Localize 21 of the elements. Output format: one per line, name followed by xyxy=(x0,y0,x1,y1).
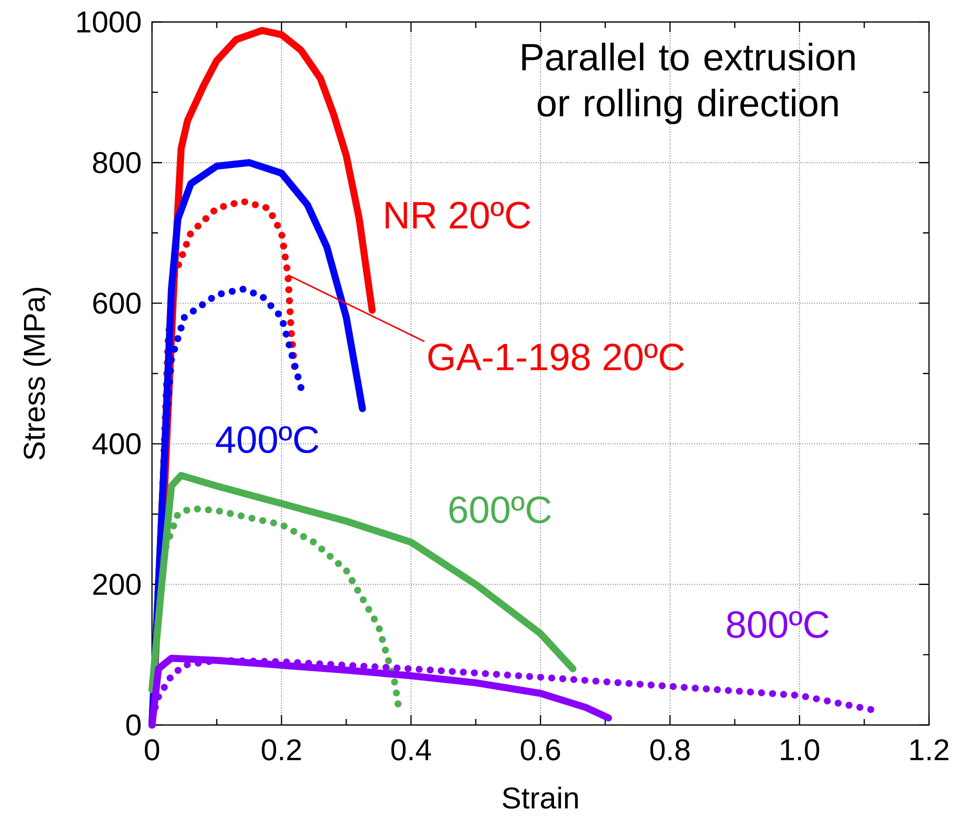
series-label: NR 20ºC xyxy=(386,202,530,229)
x-tick-label: 0 xyxy=(144,739,160,760)
y-tick-label: 200 xyxy=(93,574,141,596)
y-tick-label: 0 xyxy=(126,714,141,736)
y-tick-label: 800 xyxy=(93,152,141,174)
series-label: 400ºC xyxy=(216,426,318,454)
y-axis-title: Stress (MPa) xyxy=(22,288,51,460)
annotation: GA-1-198 20ºC xyxy=(428,344,684,371)
y-tick-label: 600 xyxy=(93,292,141,314)
y-tick-label: 400 xyxy=(92,433,141,454)
x-tick-label: 1.0 xyxy=(780,739,820,760)
x-tick-label: 1.2 xyxy=(910,739,948,760)
y-tick-label: 1000 xyxy=(77,11,141,33)
x-tick-label: 0.6 xyxy=(520,739,560,760)
series-label: 600ºC xyxy=(449,496,551,524)
x-axis-title: Strain xyxy=(502,786,578,809)
series-label: 800ºC xyxy=(727,611,829,638)
x-tick-label: 0.8 xyxy=(650,739,690,760)
x-tick-label: 0.2 xyxy=(262,739,301,760)
x-tick-label: 0.4 xyxy=(391,739,431,760)
text: Parallel to extrusion or rolling direction xyxy=(522,42,855,124)
